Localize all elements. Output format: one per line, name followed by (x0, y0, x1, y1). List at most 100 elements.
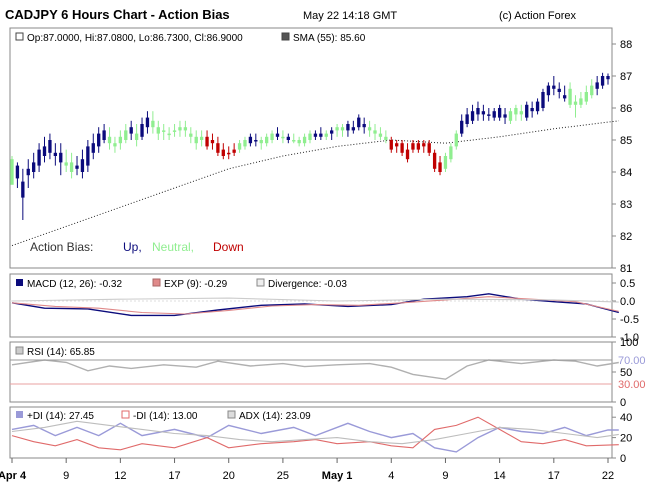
candle-body (384, 136, 388, 140)
candle-body (519, 111, 523, 115)
candle-body (270, 133, 274, 140)
candle-body (129, 127, 133, 134)
candle-body (75, 165, 79, 169)
candle-body (113, 143, 117, 147)
plus-di-line (11, 422, 619, 453)
x-tick-label: 22 (602, 470, 614, 482)
bias-legend-up: Up, (123, 240, 142, 254)
indicator-tick-label: 20 (620, 433, 632, 445)
candle-body (48, 140, 52, 153)
candle-body (595, 82, 599, 89)
candle-body (167, 133, 171, 136)
indicator-tick-label: 0.5 (620, 278, 635, 290)
candle-body (330, 130, 334, 134)
candle-body (118, 136, 123, 144)
candle-body (140, 124, 144, 137)
candle-body (189, 133, 193, 137)
candle-body (183, 127, 188, 131)
panel-frame-1 (9, 273, 613, 338)
candle-body (411, 143, 415, 150)
candle-body (503, 114, 507, 118)
indicator-tick-label: 50 (620, 367, 632, 379)
candle-body (416, 143, 421, 150)
candle-body (335, 127, 339, 131)
candle-body (568, 88, 572, 105)
candle-body (308, 133, 312, 140)
price-tick-label: 83 (620, 199, 632, 211)
candle-body (199, 136, 204, 140)
candle-body (124, 130, 128, 140)
x-tick-label: May 1 (322, 470, 353, 482)
candle-body (243, 140, 247, 147)
candle-body (232, 149, 236, 153)
candle-body (481, 111, 486, 115)
exp-legend-text: EXP (9): -0.29 (164, 279, 228, 290)
candle-body (10, 159, 14, 185)
indicator-tick-label: 0 (620, 453, 626, 465)
candle-body (584, 92, 588, 102)
candle-body (405, 149, 410, 160)
price-tick-label: 82 (620, 231, 632, 243)
candle-body (134, 133, 139, 140)
candle-body (172, 130, 177, 132)
exp-legend-swatch (152, 278, 161, 287)
chart-timestamp: May 22 14:18 GMT (303, 10, 397, 22)
divergence-legend-swatch (256, 278, 265, 287)
minus-di-line (11, 416, 619, 451)
rsi-line (11, 359, 619, 380)
macd-legend-text: MACD (12, 26): -0.32 (27, 279, 122, 290)
candle-body (80, 159, 85, 172)
candle-body (216, 143, 220, 153)
candle-body (151, 120, 155, 128)
candle-body (286, 136, 290, 140)
candle-body (357, 117, 361, 128)
candle-body (107, 136, 112, 144)
candle-body (97, 133, 101, 147)
price-tick-label: 84 (620, 167, 632, 179)
x-tick-label: 12 (114, 470, 126, 482)
adx-line (11, 420, 619, 445)
adx-legend-text: ADX (14): 23.09 (239, 411, 311, 422)
divergence-line (11, 297, 619, 303)
candle-body (487, 114, 491, 116)
candle-body (210, 140, 215, 144)
candle-body (514, 108, 518, 115)
candle-body (579, 98, 583, 105)
indicator-tick-label: 0.0 (620, 296, 635, 308)
sma-legend-swatch (281, 32, 290, 41)
x-tick-label: 25 (277, 470, 289, 482)
price-tick-label: 87 (620, 71, 632, 83)
bias-legend-down: Down (213, 240, 244, 254)
candle-body (530, 108, 534, 112)
candle-body (535, 101, 540, 112)
x-tick-label: Apr 4 (0, 470, 27, 482)
candle-body (367, 127, 372, 131)
candle-body (32, 162, 36, 172)
rsi-legend-swatch (15, 346, 24, 355)
candle-body (162, 130, 166, 132)
panel-frame-2 (9, 341, 613, 403)
candle-body (432, 152, 437, 169)
candle-body (373, 130, 377, 134)
divergence-legend-text: Divergence: -0.03 (268, 279, 347, 290)
indicator-tick-label: -0.5 (620, 314, 639, 326)
plus-di-legend-swatch (16, 411, 23, 418)
candle-body (69, 162, 74, 172)
candle-body (606, 76, 610, 80)
x-tick-label: 4 (388, 470, 394, 482)
exp-line (11, 296, 619, 315)
x-tick-label: 14 (494, 470, 506, 482)
candle-body (346, 124, 350, 131)
candle-body (53, 152, 58, 156)
candle-body (59, 152, 63, 163)
sma-legend-text: SMA (55): 85.60 (293, 33, 366, 44)
candle-body (454, 133, 458, 147)
candle-body (351, 127, 356, 131)
rsi-legend-text: RSI (14): 65.85 (27, 347, 95, 358)
candle-body (400, 143, 404, 153)
candle-body (476, 108, 480, 115)
candle-body (254, 140, 258, 142)
candle-body (497, 108, 502, 118)
x-tick-label: 20 (223, 470, 235, 482)
candle-body (525, 104, 529, 118)
